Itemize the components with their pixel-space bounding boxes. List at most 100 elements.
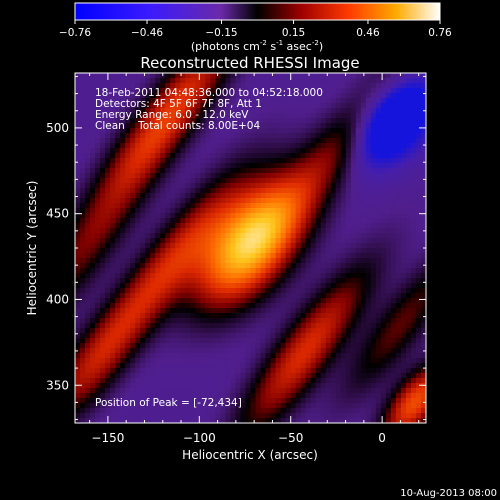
- heatmap-cell: [360, 153, 367, 159]
- heatmap-cell: [110, 368, 116, 374]
- heatmap-cell: [255, 188, 261, 194]
- heatmap-cell: [255, 118, 261, 124]
- heatmap-cell: [120, 393, 126, 399]
- heatmap-cell: [340, 278, 347, 284]
- heatmap-cell: [200, 283, 206, 289]
- heatmap-cell: [240, 293, 246, 299]
- heatmap-cell: [385, 368, 392, 374]
- heatmap-cell: [330, 283, 337, 289]
- heatmap-cell: [385, 73, 392, 79]
- heatmap-cell: [280, 143, 286, 149]
- heatmap-cell: [135, 253, 141, 259]
- heatmap-cell: [385, 398, 392, 404]
- heatmap-cell: [390, 198, 397, 204]
- heatmap-cell: [105, 88, 111, 94]
- heatmap-cell: [370, 418, 377, 424]
- heatmap-cell: [110, 378, 116, 384]
- heatmap-cell: [415, 388, 422, 394]
- heatmap-cell: [175, 343, 181, 349]
- heatmap-cell: [400, 108, 407, 114]
- heatmap-cell: [225, 208, 231, 214]
- heatmap-cell: [295, 148, 302, 154]
- heatmap-cell: [350, 313, 357, 319]
- heatmap-cell: [175, 353, 181, 359]
- heatmap-cell: [300, 383, 307, 389]
- heatmap-cell: [180, 188, 186, 194]
- heatmap-cell: [410, 148, 417, 154]
- heatmap-cell: [315, 393, 322, 399]
- heatmap-cell: [210, 128, 216, 134]
- heatmap-cell: [155, 143, 161, 149]
- heatmap-cell: [300, 138, 307, 144]
- heatmap-cell: [200, 193, 206, 199]
- heatmap-cell: [190, 218, 196, 224]
- heatmap-cell: [290, 158, 297, 164]
- heatmap-cell: [130, 223, 136, 229]
- heatmap-cell: [355, 293, 362, 299]
- heatmap-cell: [305, 93, 312, 99]
- heatmap-cell: [405, 88, 412, 94]
- heatmap-cell: [110, 283, 116, 289]
- heatmap-cell: [415, 208, 422, 214]
- heatmap-cell: [250, 258, 256, 264]
- heatmap-cell: [155, 353, 161, 359]
- heatmap-cell: [115, 373, 121, 379]
- heatmap-cell: [160, 108, 166, 114]
- heatmap-cell: [215, 278, 221, 284]
- heatmap-cell: [380, 228, 387, 234]
- heatmap-cell: [275, 103, 281, 109]
- heatmap-cell: [410, 313, 417, 319]
- heatmap-cell: [170, 228, 176, 234]
- heatmap-cell: [330, 203, 337, 209]
- heatmap-cell: [315, 368, 322, 374]
- heatmap-cell: [245, 93, 251, 99]
- heatmap-cell: [90, 418, 96, 424]
- heatmap-cell: [305, 368, 312, 374]
- heatmap-cell: [110, 133, 116, 139]
- heatmap-cell: [255, 293, 261, 299]
- heatmap-cell: [185, 88, 191, 94]
- heatmap-cell: [400, 373, 407, 379]
- heatmap-cell: [115, 113, 121, 119]
- heatmap-cell: [360, 88, 367, 94]
- heatmap-cell: [365, 243, 372, 249]
- heatmap-cell: [275, 148, 281, 154]
- heatmap-cell: [245, 128, 251, 134]
- heatmap-cell: [270, 398, 276, 404]
- heatmap-cell: [210, 238, 216, 244]
- heatmap-cell: [250, 393, 256, 399]
- heatmap-cell: [385, 388, 392, 394]
- heatmap-cell: [220, 363, 226, 369]
- heatmap-cell: [345, 418, 352, 424]
- heatmap-cell: [105, 93, 111, 99]
- heatmap-cell: [95, 393, 101, 399]
- heatmap-cell: [350, 418, 357, 424]
- heatmap-cell: [120, 373, 126, 379]
- heatmap-cell: [385, 238, 392, 244]
- heatmap-cell: [185, 73, 191, 79]
- heatmap-cell: [155, 408, 161, 414]
- heatmap-cell: [160, 353, 166, 359]
- heatmap-cell: [285, 173, 292, 179]
- heatmap-cell: [325, 138, 332, 144]
- heatmap-cell: [215, 158, 221, 164]
- heatmap-cell: [390, 398, 397, 404]
- heatmap-cell: [95, 133, 101, 139]
- heatmap-cell: [220, 168, 226, 174]
- heatmap-cell: [280, 343, 286, 349]
- heatmap-cell: [415, 323, 422, 329]
- heatmap-cell: [270, 163, 276, 169]
- heatmap-cell: [185, 248, 191, 254]
- heatmap-cell: [160, 233, 166, 239]
- heatmap-cell: [155, 363, 161, 369]
- heatmap-cell: [350, 248, 357, 254]
- heatmap-cell: [385, 108, 392, 114]
- heatmap-cell: [305, 88, 312, 94]
- heatmap-cell: [285, 128, 292, 134]
- heatmap-cell: [255, 258, 261, 264]
- heatmap-cell: [215, 303, 221, 309]
- heatmap-cell: [80, 338, 86, 344]
- heatmap-cell: [350, 178, 357, 184]
- heatmap-cell: [195, 328, 201, 334]
- heatmap-cell: [170, 78, 176, 84]
